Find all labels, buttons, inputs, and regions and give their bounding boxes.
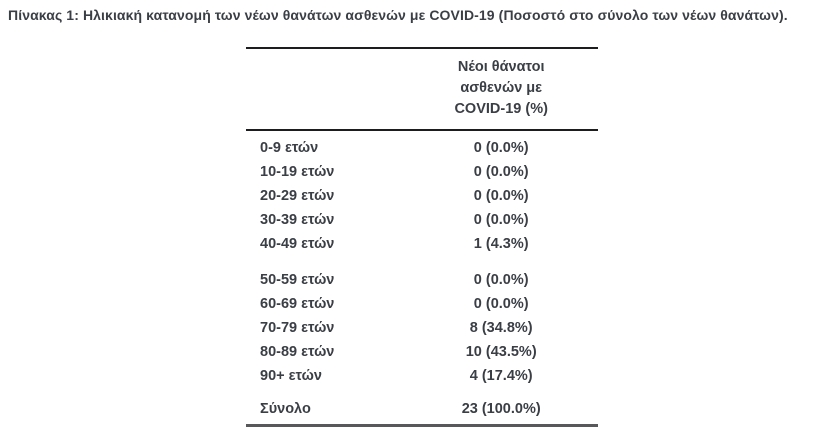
total-separator — [246, 388, 598, 396]
table-row-1-2: 70-79 ετών 8 (34.8%) — [246, 316, 598, 340]
deaths-value: 8 (34.8%) — [469, 320, 533, 336]
group-separator — [246, 256, 598, 268]
deaths-value: 0 (0.0%) — [473, 212, 529, 228]
deaths-value: 23 (100.0%) — [461, 401, 541, 417]
age-group-label: 0-9 ετών — [260, 140, 319, 156]
table-body: 0-9 ετών 0 (0.0%) 10-19 ετών 0 (0.0%) 20-29 … — [246, 131, 598, 422]
age-group-label: 90+ ετών — [260, 368, 322, 384]
age-distribution-table: Νέοι θάνατοι ασθενών με COVID-19 (%) 0-9… — [246, 47, 598, 427]
table-row-0-2: 20-29 ετών 0 (0.0%) — [246, 184, 598, 208]
table-row-1-0: 50-59 ετών 0 (0.0%) — [246, 268, 598, 292]
table-caption: Πίνακας 1: Ηλικιακή κατανομή των νέων θα… — [8, 7, 788, 23]
column-header-line-1: Νέοι θάνατοι — [457, 59, 545, 75]
age-group-label: 10-19 ετών — [260, 164, 335, 180]
table-header: Νέοι θάνατοι ασθενών με COVID-19 (%) — [246, 49, 598, 131]
deaths-value: 0 (0.0%) — [473, 164, 529, 180]
deaths-value: 0 (0.0%) — [473, 272, 529, 288]
age-group-label: 80-89 ετών — [260, 344, 335, 360]
column-header-line-2: ασθενών με — [460, 80, 543, 96]
column-header-line-3: COVID-19 (%) — [454, 101, 548, 117]
deaths-value: 0 (0.0%) — [473, 188, 529, 204]
table-row-0-4: 40-49 ετών 1 (4.3%) — [246, 232, 598, 256]
deaths-value: 4 (17.4%) — [469, 368, 533, 384]
table-row-1-3: 80-89 ετών 10 (43.5%) — [246, 340, 598, 364]
deaths-value: 10 (43.5%) — [465, 344, 537, 360]
table-row-0-3: 30-39 ετών 0 (0.0%) — [246, 208, 598, 232]
age-group-label: 50-59 ετών — [260, 272, 335, 288]
deaths-value: 0 (0.0%) — [473, 140, 529, 156]
age-group-label: 60-69 ετών — [260, 296, 335, 312]
table-row-total: Σύνολο 23 (100.0%) — [246, 396, 598, 422]
age-group-label: 70-79 ετών — [260, 320, 335, 336]
table-row-1-4: 90+ ετών 4 (17.4%) — [246, 364, 598, 388]
age-group-label: 40-49 ετών — [260, 236, 335, 252]
deaths-value: 1 (4.3%) — [473, 236, 529, 252]
table-row-0-1: 10-19 ετών 0 (0.0%) — [246, 160, 598, 184]
age-group-label: 30-39 ετών — [260, 212, 335, 228]
age-group-label: Σύνολο — [260, 401, 311, 417]
age-group-label: 20-29 ετών — [260, 188, 335, 204]
table-row-1-1: 60-69 ετών 0 (0.0%) — [246, 292, 598, 316]
table-row-0-0: 0-9 ετών 0 (0.0%) — [246, 136, 598, 160]
deaths-value: 0 (0.0%) — [473, 296, 529, 312]
